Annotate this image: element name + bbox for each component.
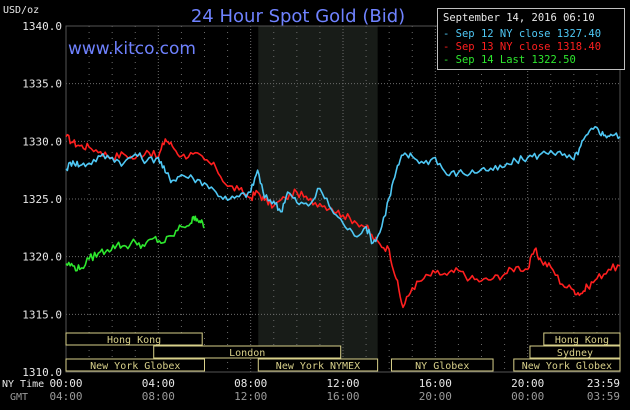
- session-bar: [390, 358, 494, 372]
- session-bar: [65, 358, 205, 372]
- x-tick-label-gmt: 04:00: [49, 390, 82, 403]
- y-tick-label: 1325.0: [22, 193, 62, 206]
- x-tick-label-ny: 08:00: [234, 377, 267, 390]
- legend: September 14, 2016 06:10 - Sep 12 NY clo…: [437, 8, 625, 70]
- y-axis-label: USD/oz: [3, 5, 40, 16]
- x-row-label-gmt: GMT: [10, 392, 28, 403]
- x-tick-label-ny: 23:59: [587, 377, 620, 390]
- x-tick-label-ny: 20:00: [511, 377, 544, 390]
- y-tick-label: 1335.0: [22, 78, 62, 91]
- legend-label-sep14: Sep 14 Last 1322.50: [455, 54, 576, 66]
- y-tick-label: 1320.0: [22, 251, 62, 264]
- session-bar: [65, 332, 203, 346]
- session-bar: [153, 345, 342, 359]
- legend-label-sep13: Sep 13 NY close 1318.40: [455, 41, 602, 53]
- series-line-sep14: [65, 215, 205, 272]
- x-tick-label-ny: 12:00: [326, 377, 359, 390]
- legend-item-sep13: - Sep 13 NY close 1318.40: [443, 41, 602, 53]
- series-line-sep13: [65, 133, 621, 309]
- legend-item-sep12: - Sep 12 NY close 1327.40: [443, 28, 602, 40]
- session-label: New York NYMEX: [276, 361, 360, 372]
- session-label: Sydney: [557, 348, 593, 359]
- chart-title: 24 Hour Spot Gold (Bid): [190, 6, 406, 27]
- x-row-label-ny: NY Time: [2, 379, 44, 390]
- x-tick-label-ny: 16:00: [419, 377, 452, 390]
- legend-item-sep14: - Sep 14 Last 1322.50: [443, 54, 576, 66]
- x-tick-label-gmt: 00:00: [511, 390, 544, 403]
- x-tick-label-gmt: 08:00: [142, 390, 175, 403]
- legend-label-sep12: Sep 12 NY close 1327.40: [455, 28, 602, 40]
- x-tick-label-gmt: 16:00: [326, 390, 359, 403]
- session-label: London: [229, 348, 265, 359]
- session-label: Hong Kong: [107, 335, 161, 346]
- session-label: Hong Kong: [555, 335, 609, 346]
- plot-frame: [65, 25, 621, 373]
- x-tick-label-gmt: 20:00: [419, 390, 452, 403]
- x-tick-label-gmt: 12:00: [234, 390, 267, 403]
- legend-timestamp: September 14, 2016 06:10: [443, 12, 595, 24]
- session-bar: [513, 358, 621, 372]
- session-bar: [529, 345, 621, 359]
- y-tick-label: 1315.0: [22, 308, 62, 321]
- session-label: New York Globex: [90, 361, 180, 372]
- session-bar: [543, 332, 621, 346]
- y-tick-label: 1310.0: [22, 366, 62, 379]
- session-label: NY Globex: [415, 361, 469, 372]
- x-tick-label-ny: 04:00: [142, 377, 175, 390]
- y-tick-label: 1340.0: [22, 20, 62, 33]
- x-tick-label-gmt: 03:59: [587, 390, 620, 403]
- session-label: New York Globex: [522, 361, 612, 372]
- session-bar: [257, 358, 379, 372]
- series-line-sep12: [65, 125, 621, 245]
- site-link[interactable]: www.kitco.com: [68, 39, 196, 59]
- x-tick-label-ny: 00:00: [49, 377, 82, 390]
- y-tick-label: 1330.0: [22, 135, 62, 148]
